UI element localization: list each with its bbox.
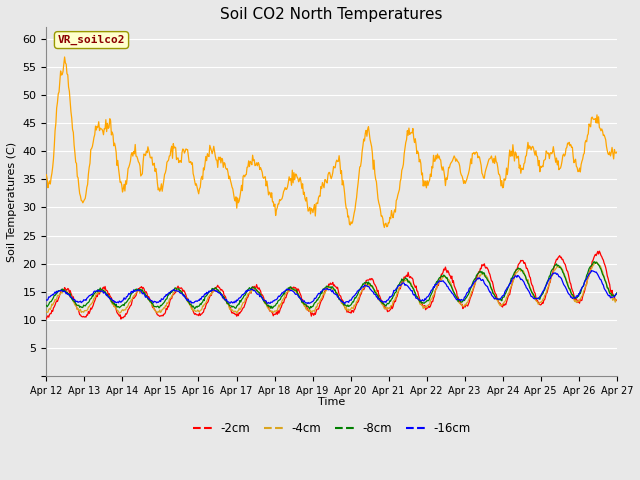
Title: Soil CO2 North Temperatures: Soil CO2 North Temperatures: [220, 7, 443, 22]
Text: VR_soilco2: VR_soilco2: [58, 35, 125, 45]
Legend: -2cm, -4cm, -8cm, -16cm: -2cm, -4cm, -8cm, -16cm: [188, 418, 475, 440]
Y-axis label: Soil Temperatures (C): Soil Temperatures (C): [7, 142, 17, 262]
X-axis label: Time: Time: [318, 397, 345, 408]
